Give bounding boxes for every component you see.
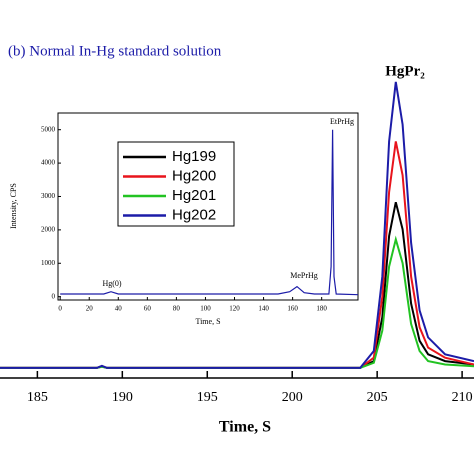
y-tick-label: 5000 — [41, 125, 56, 133]
x-tick-label: 205 — [367, 390, 388, 405]
legend-label: Hg199 — [172, 148, 216, 165]
x-tick-label: 60 — [144, 305, 152, 313]
annotation: MePrHg — [290, 271, 318, 280]
x-tick-label: 0 — [58, 305, 62, 313]
legend-label: Hg202 — [172, 206, 216, 223]
y-tick-label: 1000 — [41, 259, 56, 267]
x-axis-label: Time, S — [195, 317, 220, 326]
series-line — [60, 129, 359, 296]
x-axis-label: Time, S — [219, 419, 271, 436]
legend-label: Hg200 — [172, 167, 216, 184]
x-tick-label: 140 — [258, 305, 269, 313]
x-tick-label: 190 — [112, 390, 133, 405]
annotation: HgPr₂ — [385, 63, 425, 79]
y-axis-label: Intensity, CPS — [9, 183, 18, 229]
y-tick-label: 4000 — [41, 159, 56, 167]
annotation: Hg(0) — [102, 279, 121, 288]
annotation: EtPrHg — [330, 117, 354, 126]
x-tick-label: 180 — [316, 305, 327, 313]
x-tick-label: 195 — [197, 390, 218, 405]
y-tick-label: 3000 — [41, 192, 56, 200]
x-tick-label: 20 — [86, 305, 94, 313]
legend-label: Hg201 — [172, 187, 216, 204]
x-tick-label: 100 — [200, 305, 211, 313]
series-line — [0, 81, 474, 369]
x-tick-label: 120 — [229, 305, 240, 313]
x-tick-label: 160 — [287, 305, 298, 313]
x-tick-label: 185 — [27, 390, 48, 405]
chart-title: (b) Normal In-Hg standard solution — [8, 43, 222, 59]
y-tick-label: 2000 — [41, 225, 56, 233]
x-tick-label: 200 — [282, 390, 303, 405]
x-tick-label: 210 — [452, 390, 473, 405]
y-tick-label: 0 — [52, 292, 56, 300]
x-tick-label: 80 — [173, 305, 181, 313]
x-tick-label: 40 — [115, 305, 123, 313]
